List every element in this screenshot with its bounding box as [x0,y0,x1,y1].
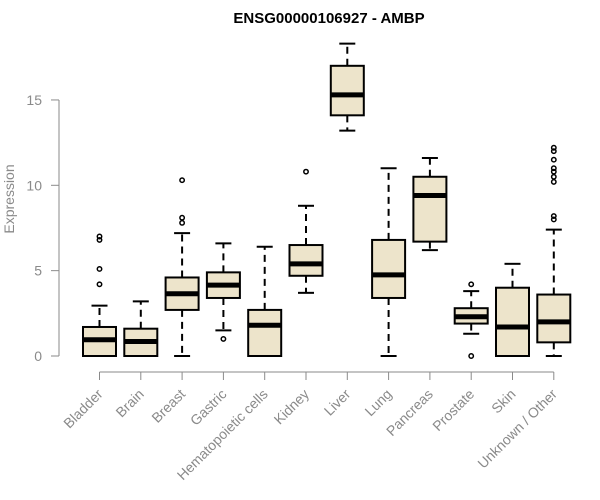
outlier-point [468,281,475,288]
plot-area [82,42,572,359]
x-tick-label: Brain [112,386,146,420]
outlier-point [550,144,557,151]
box [412,175,448,243]
outlier-point [550,178,557,185]
y-tick-label: 10 [26,177,42,193]
outlier-point [550,165,557,172]
x-tick-label: Lung [361,386,394,419]
x-tick-label: Skin [488,386,519,417]
box [329,64,365,117]
outlier-point [179,177,186,184]
box-group-skin [495,262,530,357]
outlier-point [179,219,186,226]
outlier-point [220,335,227,342]
y-axis-title: Expression [1,164,17,233]
outlier-point [179,214,186,221]
box [495,286,530,357]
outlier-point [468,353,475,359]
box-group-liver [329,42,365,132]
outlier-point [96,281,103,288]
box-group-prostate [453,281,489,359]
y-tick-label: 5 [34,263,42,279]
x-tick-label: Breast [148,386,188,426]
box [247,308,283,358]
outlier-point [550,148,557,155]
outlier-point [550,156,557,163]
box [288,244,324,277]
x-tick-label: Liver [321,386,354,419]
outlier-point [96,236,103,243]
outlier-point [550,173,557,180]
box-group-breast [164,177,200,357]
outlier-point [550,168,557,175]
box-group-pancreas [412,156,448,252]
x-tick-label: Kidney [271,386,313,428]
x-tick-label: Prostate [429,386,477,434]
chart-title: ENSG00000106927 - AMBP [233,10,424,27]
y-tick-label: 0 [34,348,42,364]
x-tick-label: Bladder [60,386,106,432]
outlier-point [96,233,103,240]
box-group-bladder [82,233,117,357]
y-tick-label: 15 [26,92,42,108]
outlier-point [303,168,309,175]
box-group-unknown-other [536,144,572,357]
box-group-gastric [205,242,241,342]
outlier-point [550,213,557,219]
outlier-point [550,216,557,223]
outlier-point [96,265,103,272]
box [536,293,572,344]
box [371,238,407,299]
box-group-lung [371,167,407,357]
box-group-hematopoietic-cells [247,245,283,358]
box-group-brain [123,300,159,357]
box-group-kidney [288,168,324,294]
